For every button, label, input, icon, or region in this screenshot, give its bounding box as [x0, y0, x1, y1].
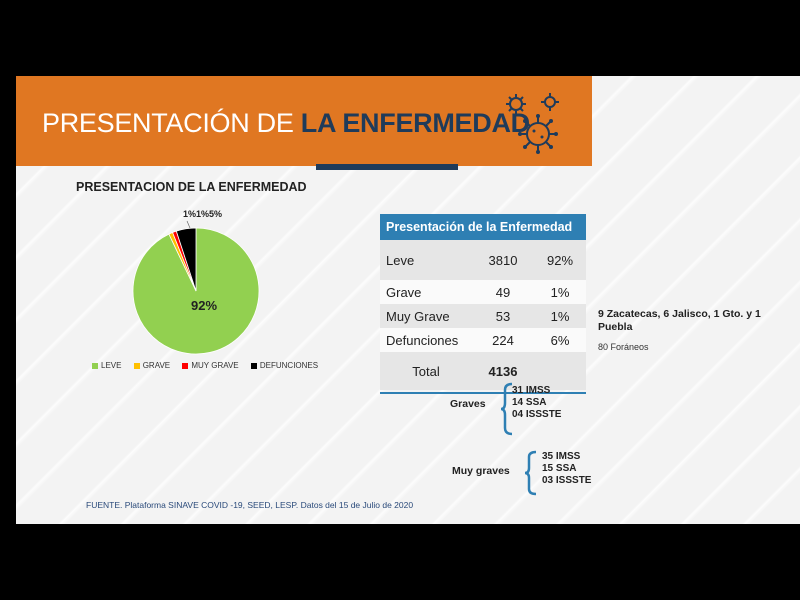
row-percent: 1%	[534, 304, 586, 328]
row-count: 224	[472, 328, 534, 352]
row-count: 3810	[472, 240, 534, 280]
total-label: Total	[380, 352, 472, 390]
disease-table: Presentación de la Enfermedad Leve 3810 …	[380, 214, 586, 390]
graves-list: 31 IMSS 14 SSA 04 ISSSTE	[512, 385, 561, 421]
pie-slice-defunciones	[175, 227, 197, 292]
data-label-small-slices: 1%1%5%	[183, 209, 222, 219]
title-light: PRESENTACIÓN DE	[42, 108, 294, 138]
graves-label: Graves	[450, 398, 486, 410]
row-label: Leve	[380, 240, 472, 280]
source-footnote: FUENTE. Plataforma SINAVE COVID -19, SEE…	[86, 500, 414, 510]
chart-title: PRESENTACION DE LA ENFERMEDAD	[76, 180, 307, 194]
list-item: 15 SSA	[542, 463, 577, 474]
row-count: 49	[472, 280, 534, 304]
row-label: Grave	[380, 280, 472, 304]
list-item: 04 ISSSTE	[512, 409, 562, 420]
title-banner: PRESENTACIÓN DE LA ENFERMEDAD	[16, 76, 592, 166]
chart-legend: LEVE GRAVE MUY GRAVE DEFUNCIONES	[92, 361, 328, 370]
row-percent: 92%	[534, 240, 586, 280]
legend-item-leve: LEVE	[92, 361, 121, 370]
list-item: 03 ISSSTE	[542, 475, 592, 486]
legend-item-defunciones: DEFUNCIONES	[250, 361, 318, 370]
legend-item-muy-grave: MUY GRAVE	[182, 361, 239, 370]
slide: PRESENTACIÓN DE LA ENFERMEDAD	[16, 76, 800, 524]
pie-chart: 92% 1%1%5%	[132, 209, 260, 355]
muy-graves-list: 35 IMSS 15 SSA 03 ISSSTE	[542, 451, 591, 487]
list-item: 14 SSA	[512, 397, 547, 408]
legend-item-grave: GRAVE	[133, 361, 170, 370]
title-bold: LA ENFERMEDAD	[300, 108, 530, 138]
origins-note: 9 Zacatecas, 6 Jalisco, 1 Gto. y 1 Puebl…	[598, 308, 761, 333]
virus-icon	[506, 93, 559, 154]
row-count: 53	[472, 304, 534, 328]
row-percent: 6%	[534, 328, 586, 352]
total-value: 4136	[472, 352, 534, 390]
table-total-row: Total 4136	[380, 352, 586, 390]
table-header: Presentación de la Enfermedad	[380, 214, 586, 240]
muy-graves-brace	[524, 450, 537, 496]
table-row: Defunciones 224 6%	[380, 328, 586, 352]
foraneos-note: 80 Foráneos	[598, 342, 649, 352]
page-title: PRESENTACIÓN DE LA ENFERMEDAD	[42, 108, 530, 139]
table-row: Grave 49 1%	[380, 280, 586, 304]
list-item: 35 IMSS	[542, 451, 581, 462]
table-row: Leve 3810 92%	[380, 240, 586, 280]
table-bottom-rule	[380, 392, 586, 394]
row-percent: 1%	[534, 280, 586, 304]
row-label: Muy Grave	[380, 304, 472, 328]
table-row: Muy Grave 53 1%	[380, 304, 586, 328]
data-label-leader	[186, 220, 191, 229]
row-label: Defunciones	[380, 328, 472, 352]
list-item: 31 IMSS	[512, 385, 551, 396]
title-accent-bar	[316, 164, 458, 170]
data-label-leve: 92%	[191, 298, 217, 313]
muy-graves-label: Muy graves	[452, 465, 510, 477]
graves-brace	[500, 382, 513, 436]
